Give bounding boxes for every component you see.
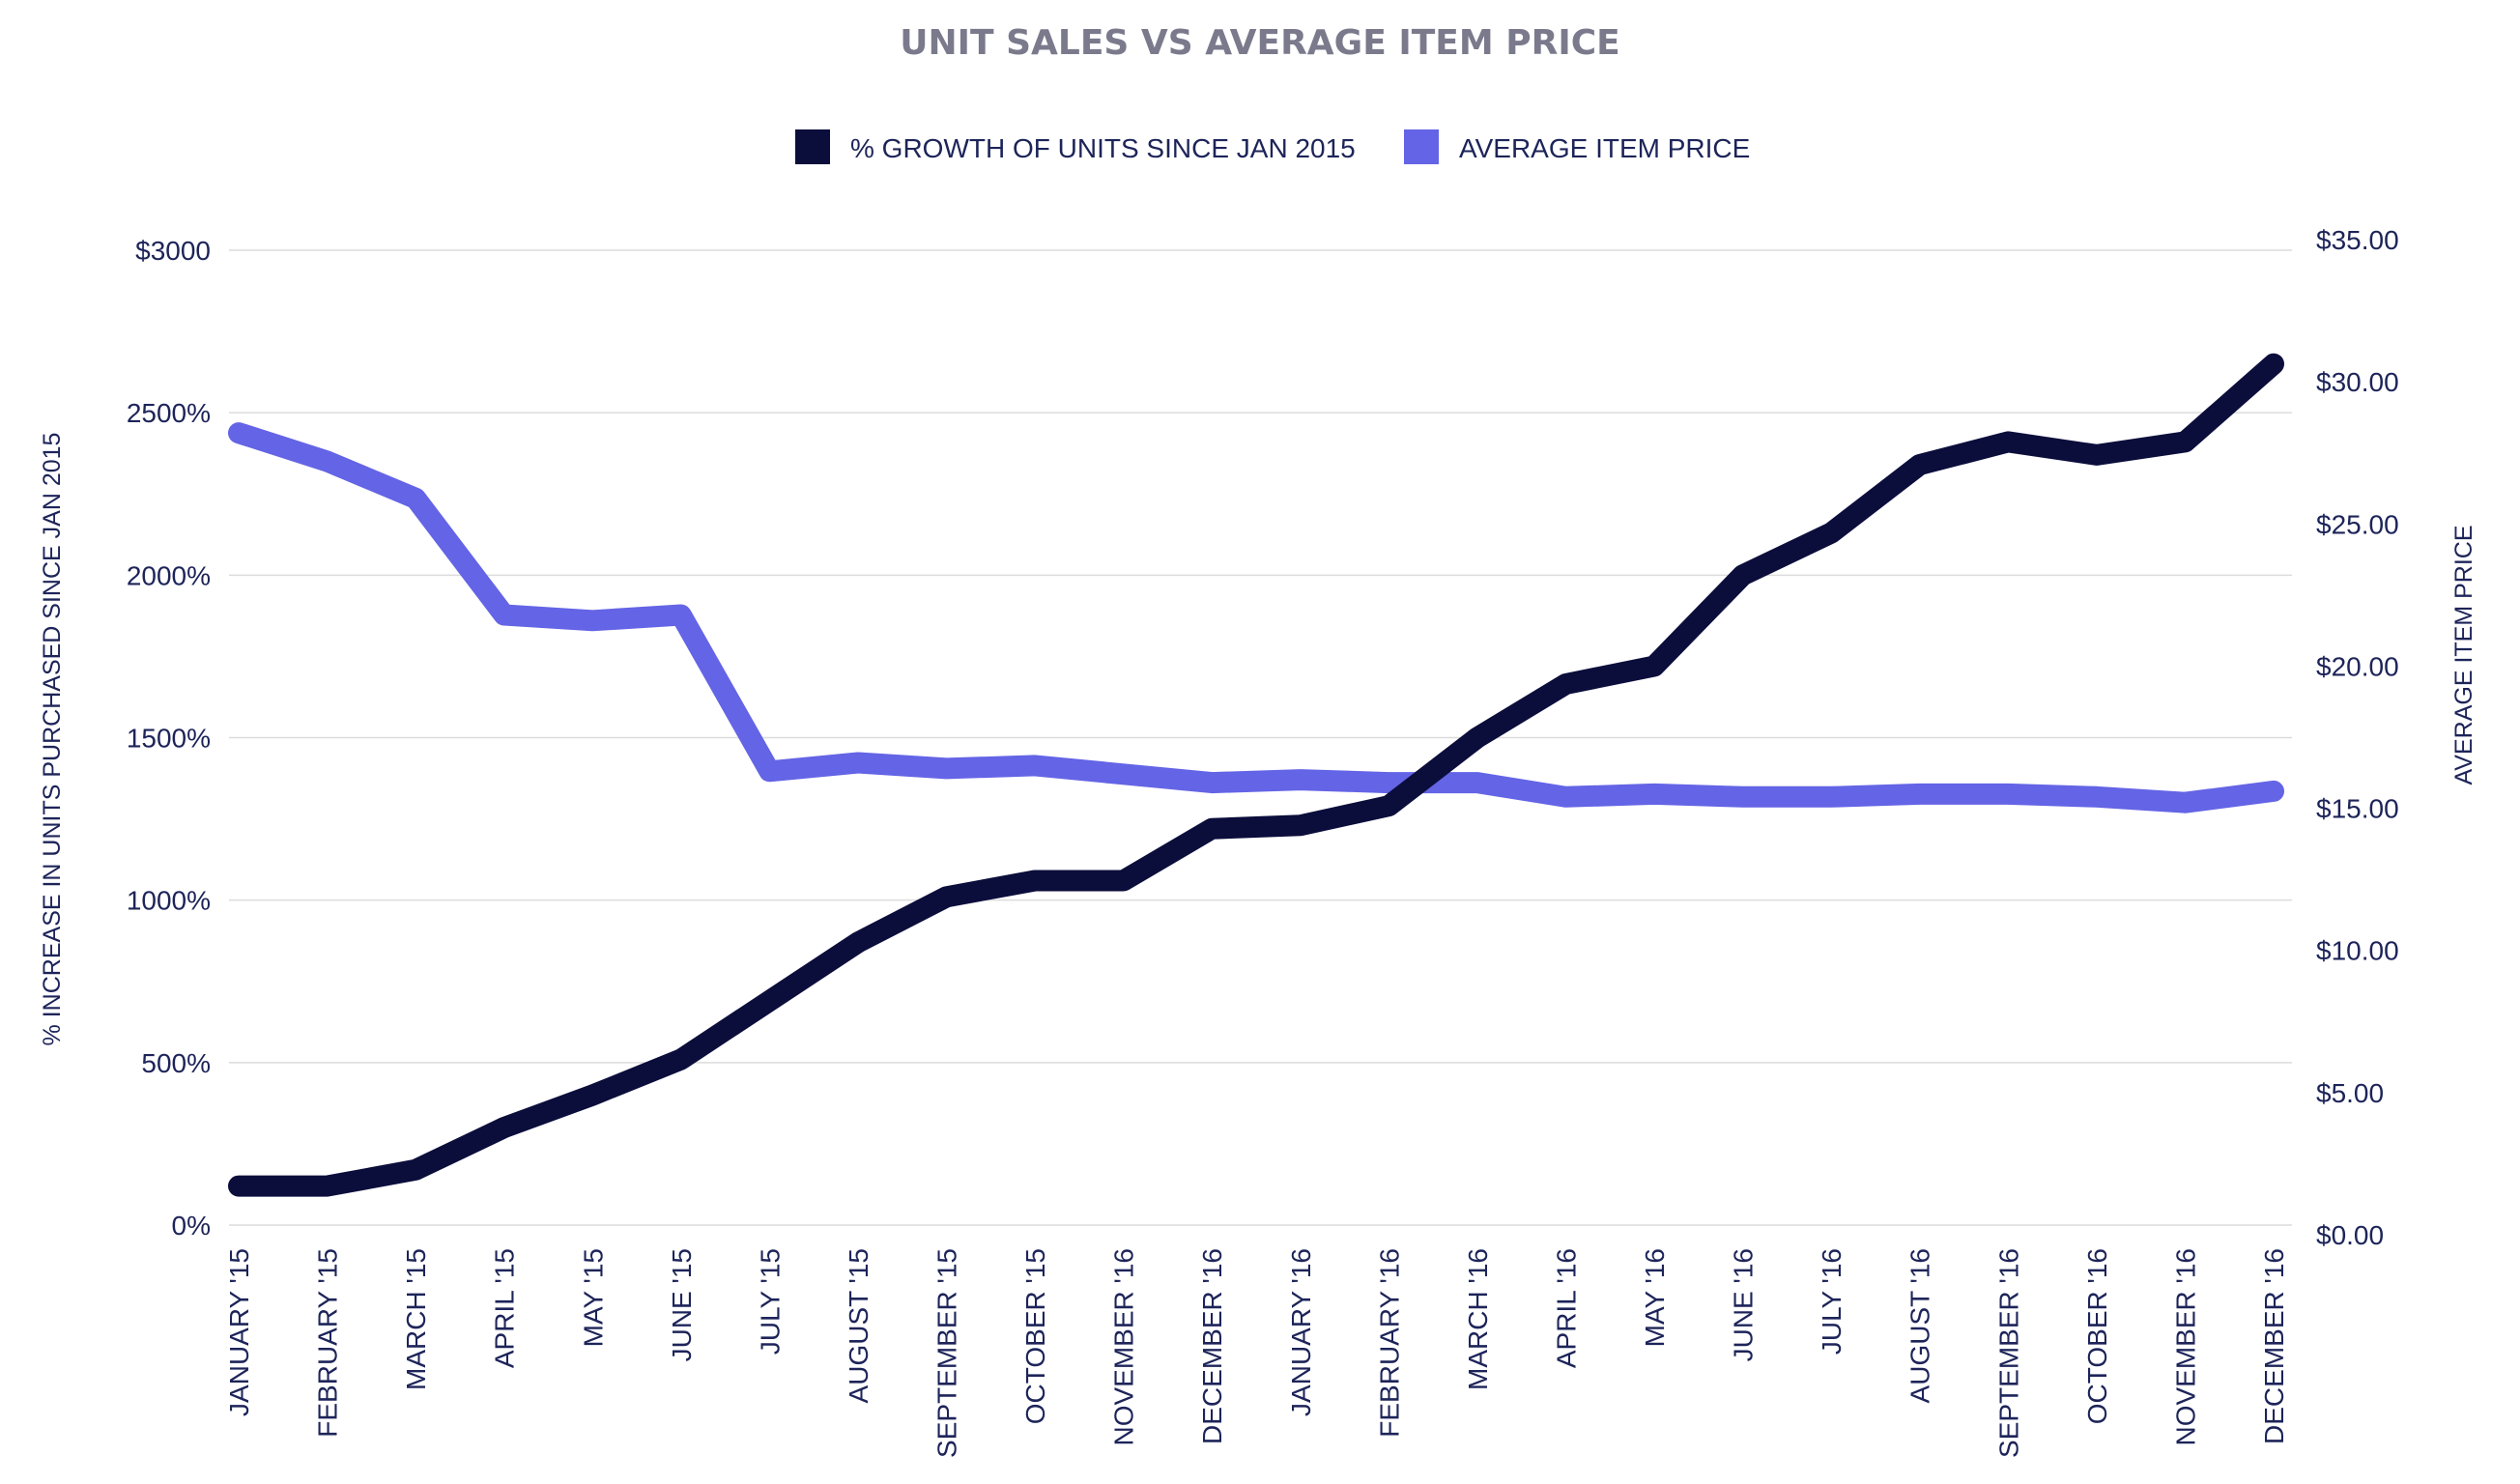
chart-title: UNIT SALES VS AVERAGE ITEM PRICE [900, 23, 1620, 63]
series-line-growth-of-units-since-jan-2015 [228, 353, 2284, 1197]
x-tick-label: JANUARY '15 [224, 1248, 254, 1416]
x-tick-label: DECEMBER '16 [1197, 1248, 1227, 1444]
legend-label-unit-growth: % GROWTH OF UNITS SINCE JAN 2015 [850, 133, 1356, 163]
x-tick-label: AUGUST '16 [1905, 1248, 1935, 1403]
right-tick-label: $30.00 [2316, 367, 2399, 397]
x-tick-label: JUNE '15 [667, 1248, 697, 1361]
left-tick-label: $3000 [135, 236, 211, 266]
left-tick-label: 0% [172, 1211, 211, 1241]
x-tick-label: FEBRUARY '15 [313, 1248, 343, 1438]
left-tick-label: 2000% [127, 560, 211, 590]
legend: % GROWTH OF UNITS SINCE JAN 2015 AVERAGE… [795, 129, 1750, 164]
legend-label-average-price: AVERAGE ITEM PRICE [1459, 133, 1750, 163]
legend-swatch-unit-growth [795, 129, 830, 164]
right-tick-label: $35.00 [2316, 225, 2399, 255]
x-tick-label: AUGUST '15 [844, 1248, 873, 1403]
gridlines [229, 249, 2292, 1226]
x-tick-label: MARCH '16 [1463, 1248, 1493, 1390]
left-tick-label: 500% [141, 1048, 211, 1078]
left-axis-ticks: 0% 500% 1000% 1500% 2000% 2500% $3000 [127, 236, 211, 1241]
x-tick-label: OCTOBER '16 [2082, 1248, 2112, 1424]
right-tick-label: $0.00 [2316, 1220, 2384, 1250]
x-tick-label: JULY '15 [755, 1248, 785, 1355]
x-tick-label: APRIL '15 [490, 1248, 520, 1368]
left-axis-title: % INCREASE IN UNITS PURCHASED SINCE JAN … [39, 433, 66, 1046]
x-tick-label: MAY '15 [578, 1248, 608, 1347]
x-tick-label: JUNE '16 [1729, 1248, 1759, 1361]
series-line-average-item-price [228, 422, 2284, 813]
left-tick-label: 2500% [127, 398, 211, 428]
right-axis-ticks: $0.00 $5.00 $10.00 $15.00 $20.00 $25.00 $30.00… [2316, 225, 2399, 1250]
x-tick-label: NOVEMBER '16 [1109, 1248, 1139, 1446]
x-tick-label: SEPTEMBER '16 [1993, 1248, 2023, 1458]
right-axis-title: AVERAGE ITEM PRICE [2450, 525, 2477, 785]
x-tick-label: SEPTEMBER '15 [932, 1248, 962, 1458]
x-tick-label: DECEMBER '16 [2259, 1248, 2289, 1444]
right-tick-label: $25.00 [2316, 509, 2399, 539]
x-tick-label: MARCH '15 [401, 1248, 431, 1390]
x-tick-label: FEBRUARY '16 [1374, 1248, 1404, 1438]
x-tick-label: NOVEMBER '16 [2170, 1248, 2200, 1446]
right-tick-label: $10.00 [2316, 936, 2399, 966]
left-tick-label: 1500% [127, 724, 211, 754]
right-tick-label: $20.00 [2316, 651, 2399, 681]
x-tick-label: JANUARY '16 [1286, 1248, 1316, 1416]
left-tick-label: 1000% [127, 886, 211, 916]
x-tick-label: JULY '16 [1817, 1248, 1847, 1355]
series-layer [228, 353, 2284, 1197]
right-tick-label: $5.00 [2316, 1078, 2384, 1108]
legend-swatch-average-price [1404, 129, 1439, 164]
x-tick-label: OCTOBER '15 [1020, 1248, 1050, 1424]
x-tick-label: APRIL '16 [1551, 1248, 1581, 1368]
x-axis-ticks: JANUARY '15 FEBRUARY '15 MARCH '15 APRIL '1… [224, 1248, 2289, 1458]
right-tick-label: $15.00 [2316, 794, 2399, 824]
x-tick-label: MAY '16 [1640, 1248, 1670, 1347]
